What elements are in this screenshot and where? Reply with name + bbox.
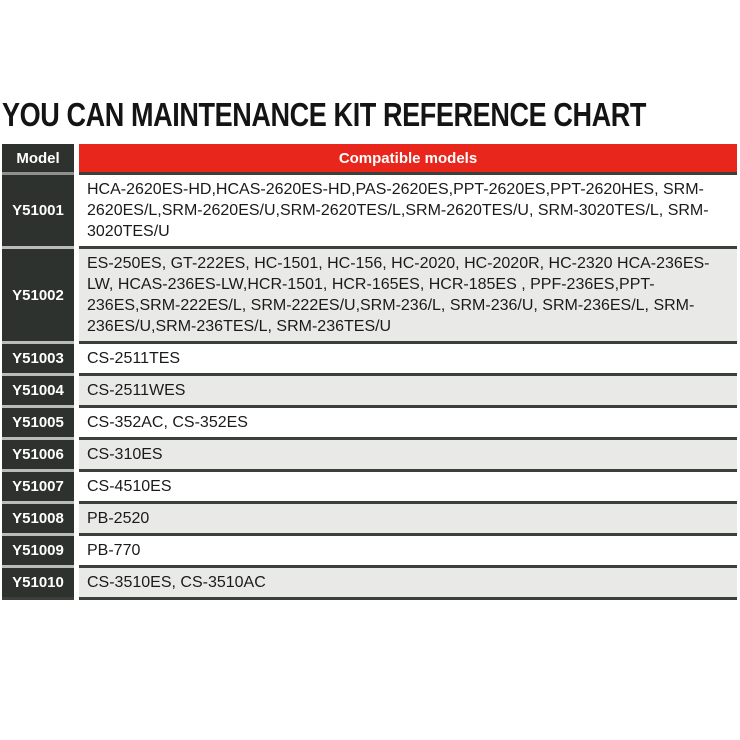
- compatible-models-text: CS-310ES: [87, 446, 163, 463]
- compatible-models-text: CS-2511WES: [87, 382, 186, 399]
- model-cell: Y51002: [2, 249, 74, 344]
- compatible-models-cell: HCA-2620ES-HD,HCAS-2620ES-HD,PAS-2620ES,…: [79, 175, 737, 249]
- compatible-models-text: PB-2520: [87, 510, 150, 527]
- compatible-models-text: CS-2511TES: [87, 350, 181, 367]
- page: YOU CAN MAINTENANCE KIT REFERENCE CHART …: [2, 96, 737, 600]
- page-title: YOU CAN MAINTENANCE KIT REFERENCE CHART: [2, 96, 646, 133]
- compatible-models-text: CS-4510ES: [87, 478, 172, 495]
- compatible-models-cell: ES-250ES, GT-222ES, HC-1501, HC-156, HC-…: [79, 249, 737, 344]
- compatible-models-text: CS-3510ES, CS-3510AC: [87, 574, 266, 591]
- compatible-models-cell: CS-3510ES, CS-3510AC: [79, 568, 737, 600]
- model-cell: Y51009: [2, 536, 74, 568]
- compatible-models-text: HCA-2620ES-HD,HCAS-2620ES-HD,PAS-2620ES,…: [87, 181, 709, 240]
- compatible-models-cell: CS-310ES: [79, 440, 737, 472]
- reference-table: Model Compatible models Y51001 HCA-2620E…: [2, 144, 737, 600]
- table-row: Y51010 CS-3510ES, CS-3510AC: [2, 568, 737, 600]
- compatible-models-header-cell: Compatible models: [79, 144, 737, 175]
- table-row: Y51008 PB-2520: [2, 504, 737, 536]
- table-row: Y51009 PB-770: [2, 536, 737, 568]
- table-row: Y51002 ES-250ES, GT-222ES, HC-1501, HC-1…: [2, 249, 737, 344]
- table-row: Y51003 CS-2511TES: [2, 344, 737, 376]
- compatible-models-cell: PB-770: [79, 536, 737, 568]
- compatible-models-cell: CS-2511WES: [79, 376, 737, 408]
- table-row: Y51001 HCA-2620ES-HD,HCAS-2620ES-HD,PAS-…: [2, 175, 737, 249]
- compatible-models-cell: CS-2511TES: [79, 344, 737, 376]
- table-row: Y51006 CS-310ES: [2, 440, 737, 472]
- compatible-models-text: CS-352AC, CS-352ES: [87, 414, 248, 431]
- model-cell: Y51007: [2, 472, 74, 504]
- model-cell: Y51010: [2, 568, 74, 600]
- compatible-models-text: ES-250ES, GT-222ES, HC-1501, HC-156, HC-…: [87, 255, 710, 335]
- model-cell: Y51001: [2, 175, 74, 249]
- model-cell: Y51006: [2, 440, 74, 472]
- model-cell: Y51004: [2, 376, 74, 408]
- table-row: Y51005 CS-352AC, CS-352ES: [2, 408, 737, 440]
- compatible-models-cell: CS-352AC, CS-352ES: [79, 408, 737, 440]
- compatible-models-cell: PB-2520: [79, 504, 737, 536]
- model-cell: Y51003: [2, 344, 74, 376]
- compatible-models-text: PB-770: [87, 542, 141, 559]
- table-header-row: Model Compatible models: [2, 144, 737, 175]
- model-header-cell: Model: [2, 144, 74, 175]
- model-cell: Y51005: [2, 408, 74, 440]
- table-row: Y51004 CS-2511WES: [2, 376, 737, 408]
- model-cell: Y51008: [2, 504, 74, 536]
- compatible-models-cell: CS-4510ES: [79, 472, 737, 504]
- table-row: Y51007 CS-4510ES: [2, 472, 737, 504]
